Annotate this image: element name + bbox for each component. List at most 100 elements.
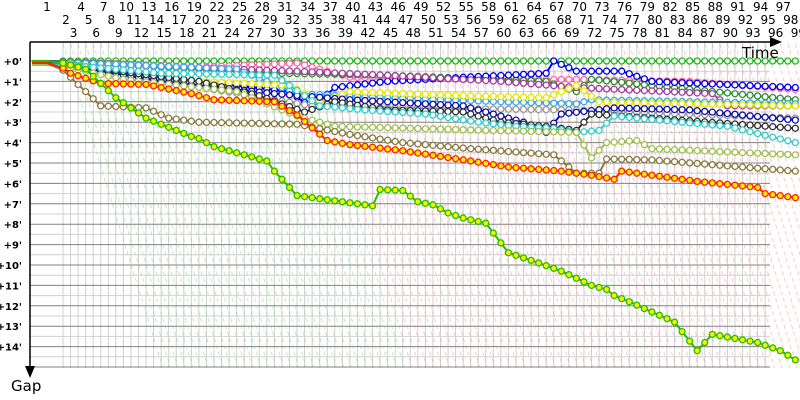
data-point <box>285 106 294 115</box>
data-point <box>678 79 686 87</box>
data-point <box>383 136 392 144</box>
data-point <box>701 338 709 347</box>
data-point <box>753 149 762 157</box>
data-point <box>693 89 701 97</box>
data-point <box>391 146 399 154</box>
data-point <box>414 73 422 81</box>
data-point <box>504 93 513 101</box>
data-point <box>746 128 754 136</box>
data-point <box>210 64 218 72</box>
data-point <box>361 133 369 141</box>
data-point <box>640 80 648 89</box>
data-point <box>776 150 784 158</box>
data-point <box>678 327 686 336</box>
series-line <box>32 62 796 134</box>
data-point <box>708 161 716 169</box>
data-point <box>565 75 573 84</box>
data-point <box>368 88 377 97</box>
data-point <box>134 80 143 88</box>
data-point <box>346 140 354 149</box>
lapping-line <box>666 43 768 369</box>
data-point <box>633 136 641 145</box>
x-tick-label: 54 <box>451 26 466 40</box>
data-point <box>595 67 603 75</box>
data-point <box>210 70 218 78</box>
data-point <box>572 274 581 282</box>
x-tick-label: 61 <box>504 0 519 14</box>
x-tick-labels: 1234567891011121314151617181920212223242… <box>43 0 800 40</box>
data-point <box>716 161 724 169</box>
data-point <box>217 70 226 78</box>
data-point <box>557 110 565 118</box>
x-tick-label: 21 <box>202 26 217 40</box>
data-point <box>195 134 203 143</box>
data-point <box>429 57 437 65</box>
data-point <box>331 69 339 77</box>
data-point <box>602 285 611 294</box>
data-point <box>225 96 233 104</box>
data-point <box>708 330 716 339</box>
data-point <box>625 98 633 107</box>
data-point <box>338 82 347 91</box>
x-tick-label: 28 <box>255 0 270 14</box>
data-point <box>527 127 535 136</box>
data-point <box>391 89 399 97</box>
y-tick-label: +2' <box>4 98 22 109</box>
data-point <box>406 148 414 156</box>
data-point <box>180 63 188 71</box>
data-point <box>595 126 603 135</box>
data-point <box>542 166 550 174</box>
data-point <box>595 146 603 154</box>
data-point <box>791 194 799 202</box>
data-point <box>784 102 792 110</box>
data-point <box>580 118 588 126</box>
data-point <box>550 82 558 90</box>
data-point <box>504 249 513 257</box>
data-point <box>157 69 165 77</box>
data-point <box>618 57 626 65</box>
data-point <box>255 80 263 88</box>
data-point <box>278 90 286 98</box>
data-point <box>240 91 248 99</box>
data-point <box>346 82 354 90</box>
data-point <box>542 81 550 89</box>
data-point <box>572 108 581 116</box>
data-point <box>542 105 550 114</box>
data-point <box>353 88 362 96</box>
data-point <box>451 57 460 65</box>
data-point <box>716 80 724 88</box>
data-point <box>527 70 535 78</box>
data-point <box>421 100 430 108</box>
data-point <box>489 126 498 135</box>
data-point <box>602 138 611 147</box>
data-point <box>248 80 256 88</box>
data-point <box>595 98 603 106</box>
data-point <box>535 259 543 267</box>
data-point <box>731 110 739 118</box>
data-point <box>467 216 475 224</box>
lapping-line <box>145 43 247 369</box>
data-point <box>595 283 603 292</box>
data-point <box>414 198 422 206</box>
data-point <box>587 127 596 135</box>
data-point <box>293 191 301 200</box>
x-tick-label: 70 <box>572 0 587 14</box>
data-point <box>587 57 596 65</box>
data-point <box>187 83 196 91</box>
lapping-line <box>115 43 217 369</box>
data-point <box>565 168 573 176</box>
data-point <box>451 75 460 83</box>
data-point <box>572 67 581 75</box>
data-point <box>474 126 482 134</box>
data-point <box>761 149 769 158</box>
lapping-line <box>553 43 655 369</box>
data-point <box>769 165 777 174</box>
data-point <box>701 120 709 128</box>
data-point <box>625 86 633 94</box>
data-point <box>459 144 467 152</box>
data-point <box>663 157 671 165</box>
data-point <box>142 68 150 76</box>
data-point <box>444 153 452 162</box>
data-point <box>618 104 626 112</box>
data-point <box>210 118 218 127</box>
